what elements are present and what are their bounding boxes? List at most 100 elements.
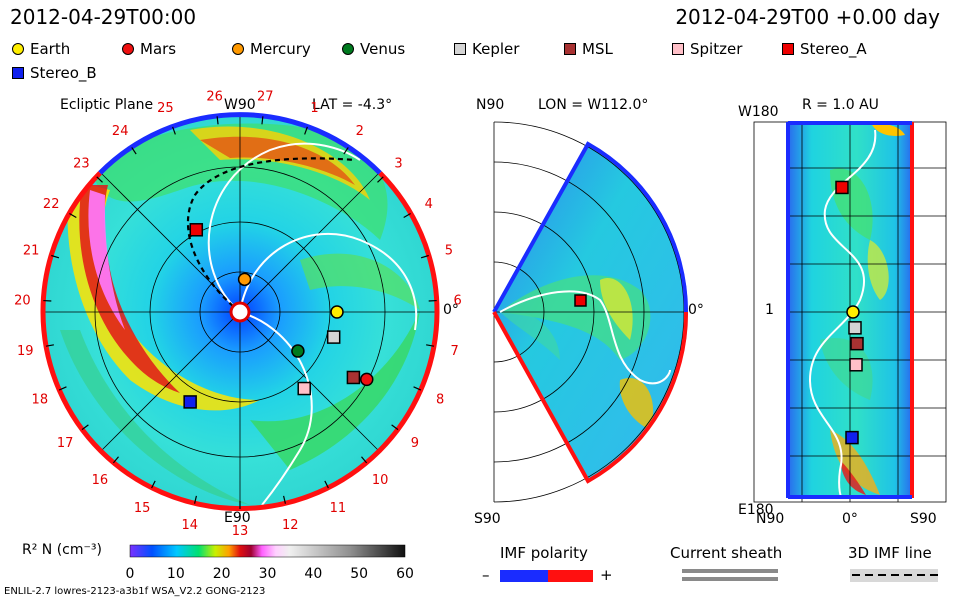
lat-label: LAT = -4.3° — [312, 97, 393, 113]
legend-label: Earth — [30, 40, 71, 58]
radial-bodies — [835, 180, 864, 445]
legend-item-earth: Earth — [12, 40, 70, 58]
radial-top-left: W180 — [738, 104, 779, 120]
colorbar-tick-label: 30 — [259, 566, 277, 582]
carrington-tick-label: 22 — [43, 197, 60, 212]
legend-marker-venus — [342, 43, 354, 55]
legend-label: Venus — [360, 40, 406, 58]
meridional-grid — [493, 121, 685, 503]
ecliptic-bodies — [183, 223, 374, 409]
carrington-tick-mark — [193, 495, 197, 504]
carrington-tick-mark — [112, 456, 119, 464]
carrington-tick-label: 9 — [411, 436, 419, 451]
carrington-tick-label: 23 — [73, 156, 90, 171]
legend-label: Kepler — [472, 40, 520, 58]
carrington-tick-mark — [343, 147, 349, 155]
carrington-tick-mark — [81, 424, 89, 431]
carrington-tick-label: 24 — [112, 124, 129, 139]
current-sheath-bar — [682, 569, 778, 581]
legend-item-msl: MSL — [564, 40, 613, 58]
radial-imf-line — [808, 129, 877, 501]
radial-marker-stereo_a — [835, 180, 849, 195]
ecliptic-imf-lines — [207, 142, 418, 506]
right-timestamp: 2012-04-29T00 +0.00 day — [675, 5, 940, 29]
legend-item-stereo_a: Stereo_A — [782, 40, 867, 58]
radial-marker-spitzer — [849, 358, 863, 372]
colorbar-ticks: 0 10 20 30 40 50 60 — [126, 566, 414, 582]
legend-marker-mercury — [232, 43, 244, 55]
sun-marker — [229, 301, 251, 323]
radial-marker-kepler — [848, 321, 862, 335]
carrington-tick-label: 10 — [372, 473, 389, 488]
carrington-tick-mark — [391, 424, 399, 431]
meridional-panel — [492, 121, 689, 503]
carrington-tick-label: 19 — [17, 344, 34, 359]
ecliptic-marker-stereo_b — [183, 395, 197, 409]
carrington-tick-label: 4 — [425, 197, 433, 212]
carrington-tick-label: 14 — [181, 518, 198, 533]
carrington-tick-mark — [51, 254, 60, 259]
legend-label: Spitzer — [690, 40, 743, 58]
colorbar: 0 10 20 30 40 50 60 — [126, 544, 414, 582]
meridional-bottom-left: S90 — [474, 511, 501, 527]
carrington-tick-label: 15 — [134, 501, 151, 516]
ecliptic-marker-venus — [291, 344, 305, 358]
colorbar-label: R² N (cm⁻³) — [22, 542, 102, 558]
carrington-tick-label: 16 — [92, 473, 109, 488]
carrington-tick-label: 13 — [232, 524, 249, 539]
legend-item-mars: Mars — [122, 40, 176, 58]
radial-tick-0: 0° — [842, 511, 858, 527]
carrington-tick-label: 3 — [394, 156, 402, 171]
ecliptic-polarity-ring-negative — [98, 112, 382, 175]
legend-marker-stereo_a — [782, 43, 794, 55]
ecliptic-marker-mars — [360, 372, 374, 387]
legend-label: Mars — [140, 40, 177, 58]
ecliptic-marker-kepler — [326, 330, 341, 344]
imf-line-sample — [850, 569, 938, 582]
ecliptic-density-structures — [60, 123, 420, 505]
carrington-tick-mark — [283, 495, 287, 504]
meridional-top-left: N90 — [476, 97, 505, 113]
colorbar-tick-label: 0 — [126, 566, 135, 582]
ecliptic-marker-spitzer — [297, 381, 311, 396]
radial-marker-msl — [850, 336, 864, 351]
carrington-tick-label: 7 — [451, 344, 459, 359]
carrington-tick-label: 1 — [310, 101, 318, 116]
carrington-tick-mark — [420, 254, 429, 259]
carrington-tick-label: 5 — [445, 243, 453, 258]
carrington-tick-mark — [413, 386, 422, 391]
imf-polarity-minus: – — [482, 566, 490, 584]
legend-label: Stereo_A — [800, 40, 867, 58]
legend-item-kepler: Kepler — [454, 40, 519, 58]
carrington-tick-mark — [426, 344, 435, 347]
radial-panel — [753, 121, 947, 503]
ecliptic-marker-earth — [330, 305, 344, 319]
carrington-tick-label: 25 — [157, 101, 174, 116]
radial-marker-stereo_b — [845, 430, 859, 445]
ecliptic-bottom-label: E90 — [224, 510, 251, 526]
carrington-tick-label: 18 — [32, 392, 49, 407]
ecliptic-marker-mercury — [237, 272, 252, 287]
ecliptic-top-label: W90 — [224, 97, 256, 113]
radial-marker-earth — [846, 305, 860, 319]
carrington-tick-mark — [377, 176, 384, 183]
carrington-tick-mark — [216, 116, 219, 125]
carrington-tick-label: 27 — [257, 89, 274, 104]
imf-line-title: 3D IMF line — [848, 544, 932, 562]
radial-bottom-left: E180 — [738, 502, 774, 518]
carrington-tick-mark — [69, 212, 77, 219]
colorbar-tick-label: 40 — [304, 566, 322, 582]
carrington-tick-mark — [151, 480, 156, 489]
carrington-tick-mark — [304, 126, 308, 135]
legend-label: Mercury — [250, 40, 311, 58]
meridional-polarity-negative — [492, 141, 689, 313]
carrington-tick-mark — [172, 126, 176, 135]
imf-polarity-plus: + — [600, 566, 613, 584]
colorbar-tick-label: 60 — [396, 566, 414, 582]
carrington-tick-label: 8 — [436, 392, 444, 407]
model-footer: ENLIL-2.7 lowres-2123-a3b1f WSA_V2.2 GON… — [4, 586, 266, 597]
carrington-tick-label: 2 — [356, 124, 364, 139]
legend-item-venus: Venus — [342, 40, 405, 58]
carrington-tick-label: 21 — [23, 243, 40, 258]
